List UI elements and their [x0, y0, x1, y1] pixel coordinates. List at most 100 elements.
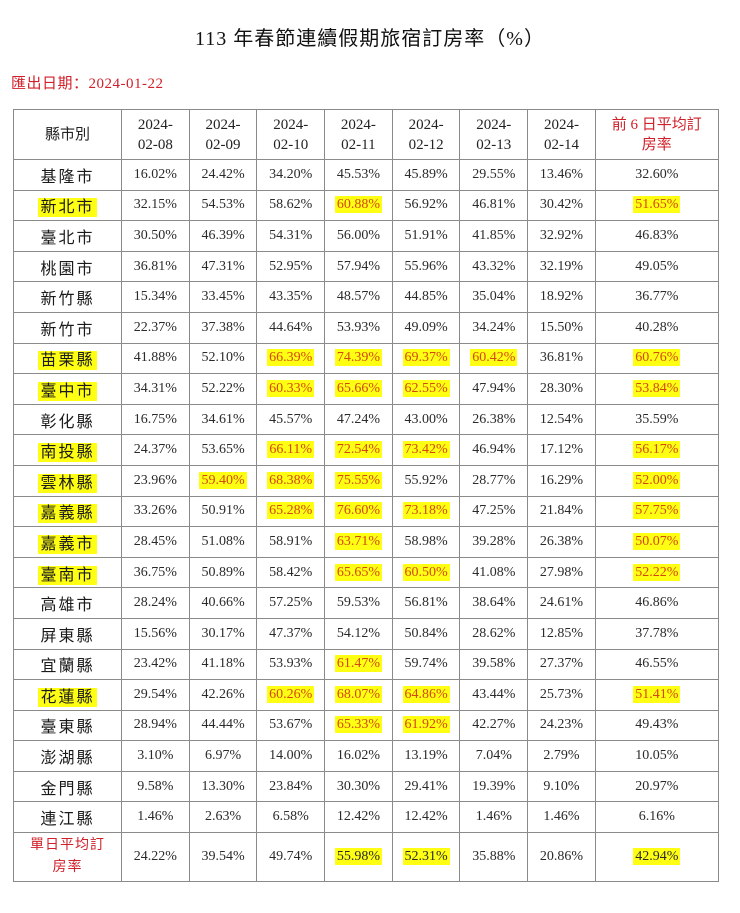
rate-cell: 50.91%: [188, 495, 258, 528]
region-cell: 新竹縣: [13, 281, 122, 313]
average-cell: 46.86%: [594, 587, 719, 619]
rate-cell: 1.46%: [121, 801, 190, 834]
table-row: 彰化縣 16.75% 34.61% 45.57% 47.24% 43.00% 26.38% 1…: [13, 403, 719, 436]
rate-value: 46.81%: [472, 197, 516, 213]
region-name: 南投縣: [38, 443, 97, 463]
rate-cell: 50.84%: [391, 617, 461, 650]
rate-cell: 54.53%: [188, 189, 258, 222]
rate-value: 47.31%: [201, 258, 245, 274]
average-cell: 35.59%: [594, 403, 719, 436]
rate-value: 28.77%: [472, 472, 516, 488]
rate-cell: 57.25%: [256, 587, 326, 619]
rate-value: 44.85%: [404, 289, 448, 305]
rate-cell: 27.37%: [527, 648, 596, 681]
rate-cell: 41.18%: [188, 648, 258, 681]
header-line: 2024-: [408, 116, 444, 133]
summary-cell: 42.94%: [594, 832, 719, 883]
rate-cell: 16.75%: [121, 403, 190, 436]
rate-value: 9.58%: [137, 778, 174, 794]
rate-value: 14.00%: [269, 748, 313, 764]
rate-cell: 13.30%: [188, 770, 258, 803]
rate-value: 28.24%: [133, 595, 177, 611]
header-six-day-average: 前 6 日平均訂 房率: [594, 109, 719, 160]
rate-value: 52.00%: [633, 471, 681, 489]
rate-cell: 1.46%: [527, 801, 596, 834]
rate-cell: 7.04%: [459, 740, 529, 772]
rate-value: 3.10%: [137, 748, 174, 764]
rate-cell: 32.92%: [527, 220, 596, 252]
rate-cell: 41.88%: [121, 342, 190, 375]
rate-cell: 2.63%: [188, 801, 258, 834]
region-name: 新竹市: [40, 321, 95, 339]
rate-value: 38.64%: [472, 595, 516, 611]
rate-value: 73.18%: [402, 502, 450, 520]
rate-value: 42.27%: [472, 717, 516, 733]
table-row: 宜蘭縣 23.42% 41.18% 53.93% 61.47% 59.74% 39.58% 2…: [13, 648, 719, 681]
rate-value: 37.38%: [201, 319, 245, 335]
header-line: 2024-: [476, 116, 512, 133]
header-date: 2024- 02-09: [188, 109, 258, 160]
rate-cell: 30.17%: [188, 617, 258, 650]
rate-value: 32.15%: [133, 197, 177, 213]
rate-value: 60.33%: [267, 379, 315, 397]
rate-cell: 76.60%: [324, 495, 393, 528]
rate-cell: 60.50%: [391, 556, 461, 589]
region-cell: 新北市: [13, 189, 122, 222]
rate-cell: 68.07%: [324, 679, 393, 711]
rate-value: 15.34%: [133, 289, 177, 305]
rate-cell: 54.12%: [324, 617, 393, 650]
rate-cell: 58.98%: [391, 526, 461, 558]
rate-value: 47.94%: [472, 380, 516, 396]
rate-value: 63.71%: [334, 532, 382, 550]
rate-cell: 32.19%: [527, 250, 596, 283]
rate-cell: 29.41%: [391, 770, 461, 803]
rate-value: 52.22%: [201, 380, 245, 396]
average-cell: 37.78%: [594, 617, 719, 650]
rate-value: 53.65%: [201, 442, 245, 458]
rate-cell: 3.10%: [121, 740, 190, 772]
rate-cell: 34.20%: [256, 159, 326, 191]
rate-value: 53.84%: [633, 379, 681, 397]
rate-cell: 62.55%: [391, 373, 461, 405]
rate-value: 62.55%: [402, 379, 450, 397]
rate-cell: 25.73%: [527, 679, 596, 711]
region-name: 澎湖縣: [40, 750, 95, 768]
rate-value: 21.84%: [539, 503, 584, 519]
rate-value: 57.94%: [336, 258, 380, 274]
average-cell: 50.07%: [594, 526, 719, 558]
rate-cell: 63.71%: [324, 526, 393, 558]
rate-value: 27.98%: [539, 564, 584, 580]
rate-value: 44.64%: [269, 319, 313, 335]
rate-value: 1.46%: [475, 809, 512, 825]
summary-cell: 20.86%: [527, 832, 596, 883]
rate-cell: 12.42%: [324, 801, 393, 834]
region-cell: 高雄市: [13, 587, 122, 619]
header-date: 2024- 02-14: [527, 109, 596, 160]
summary-value: 24.22%: [133, 849, 177, 865]
average-cell: 57.75%: [594, 495, 719, 528]
average-cell: 20.97%: [594, 770, 719, 803]
region-cell: 嘉義市: [13, 526, 122, 558]
rate-value: 28.94%: [133, 717, 177, 733]
rate-value: 74.39%: [334, 349, 382, 367]
rate-cell: 35.04%: [459, 281, 529, 313]
rate-value: 45.57%: [269, 411, 313, 427]
rate-value: 12.42%: [336, 809, 380, 825]
table-row: 南投縣 24.37% 53.65% 66.11% 72.54% 73.42% 46.94% 1…: [13, 434, 719, 466]
rate-value: 13.46%: [539, 166, 584, 182]
region-name: 連江縣: [40, 811, 95, 829]
rate-cell: 69.37%: [391, 342, 461, 375]
rate-value: 46.83%: [635, 227, 679, 243]
region-cell: 新竹市: [13, 311, 122, 344]
rate-value: 36.75%: [133, 564, 177, 580]
rate-cell: 43.32%: [459, 250, 529, 283]
rate-cell: 47.24%: [324, 403, 393, 436]
rate-value: 23.42%: [133, 656, 177, 672]
rate-value: 51.65%: [633, 196, 681, 214]
rate-cell: 28.94%: [121, 709, 190, 742]
rate-cell: 73.42%: [391, 434, 461, 466]
table-row: 雲林縣 23.96% 59.40% 68.38% 75.55% 55.92% 28.77% 1…: [13, 464, 719, 497]
rate-cell: 40.66%: [188, 587, 258, 619]
rate-cell: 37.38%: [188, 311, 258, 344]
rate-value: 41.18%: [201, 656, 245, 672]
